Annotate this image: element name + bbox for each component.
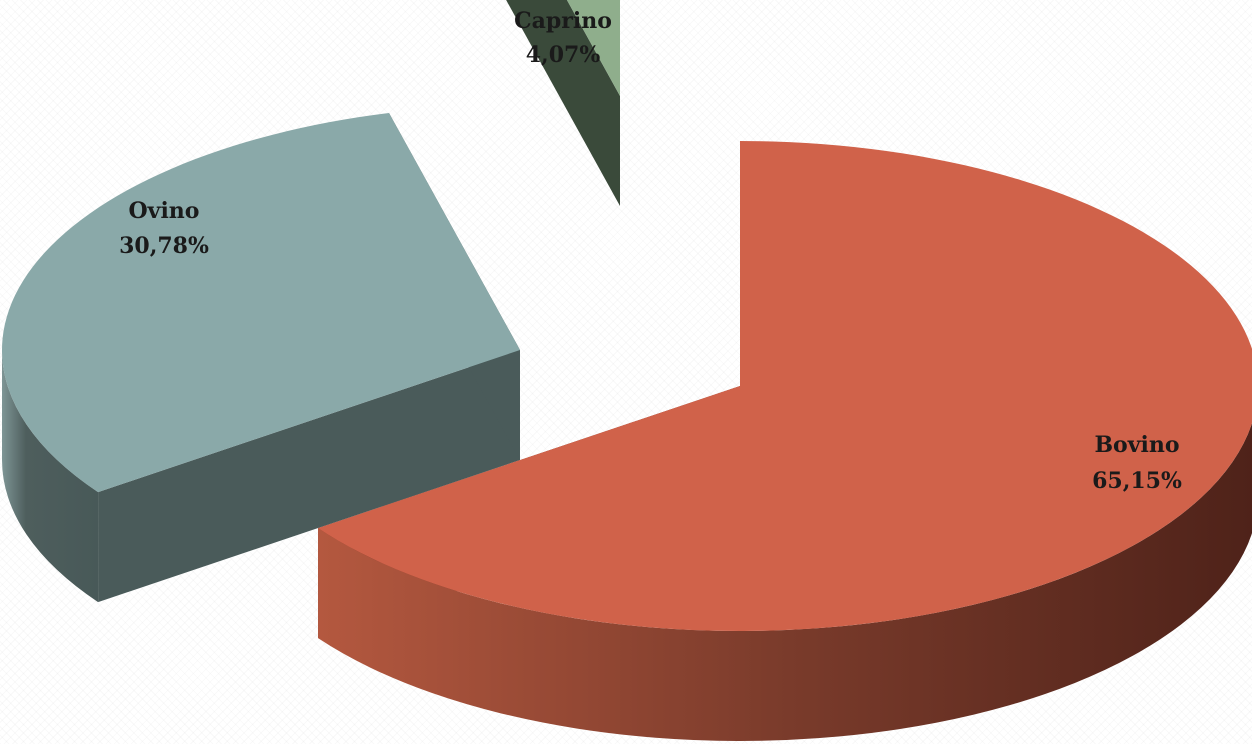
- slice-caprino: [506, 0, 620, 206]
- slice-top-caprino: [566, 0, 620, 96]
- slice-label-bovino: Bovino: [1094, 432, 1179, 458]
- slice-top-bovino: [318, 141, 1252, 631]
- slice-top-ovino: [1, 112, 521, 493]
- slice-value-caprino: 4,07%: [526, 42, 601, 68]
- slice-ovino: [1, 112, 521, 603]
- slice-value-bovino: 65,15%: [1092, 468, 1182, 494]
- slice-side-ovino: [2, 350, 99, 603]
- slice-value-ovino: 30,78%: [119, 233, 209, 259]
- slice-side-bovino: [318, 423, 1252, 742]
- slice-bovino: [318, 141, 1252, 742]
- slice-wall-start-ovino: [98, 350, 521, 603]
- slice-label-caprino: Caprino: [514, 8, 612, 34]
- slice-wall-start-caprino: [506, 0, 620, 206]
- slice-label-ovino: Ovino: [129, 198, 200, 224]
